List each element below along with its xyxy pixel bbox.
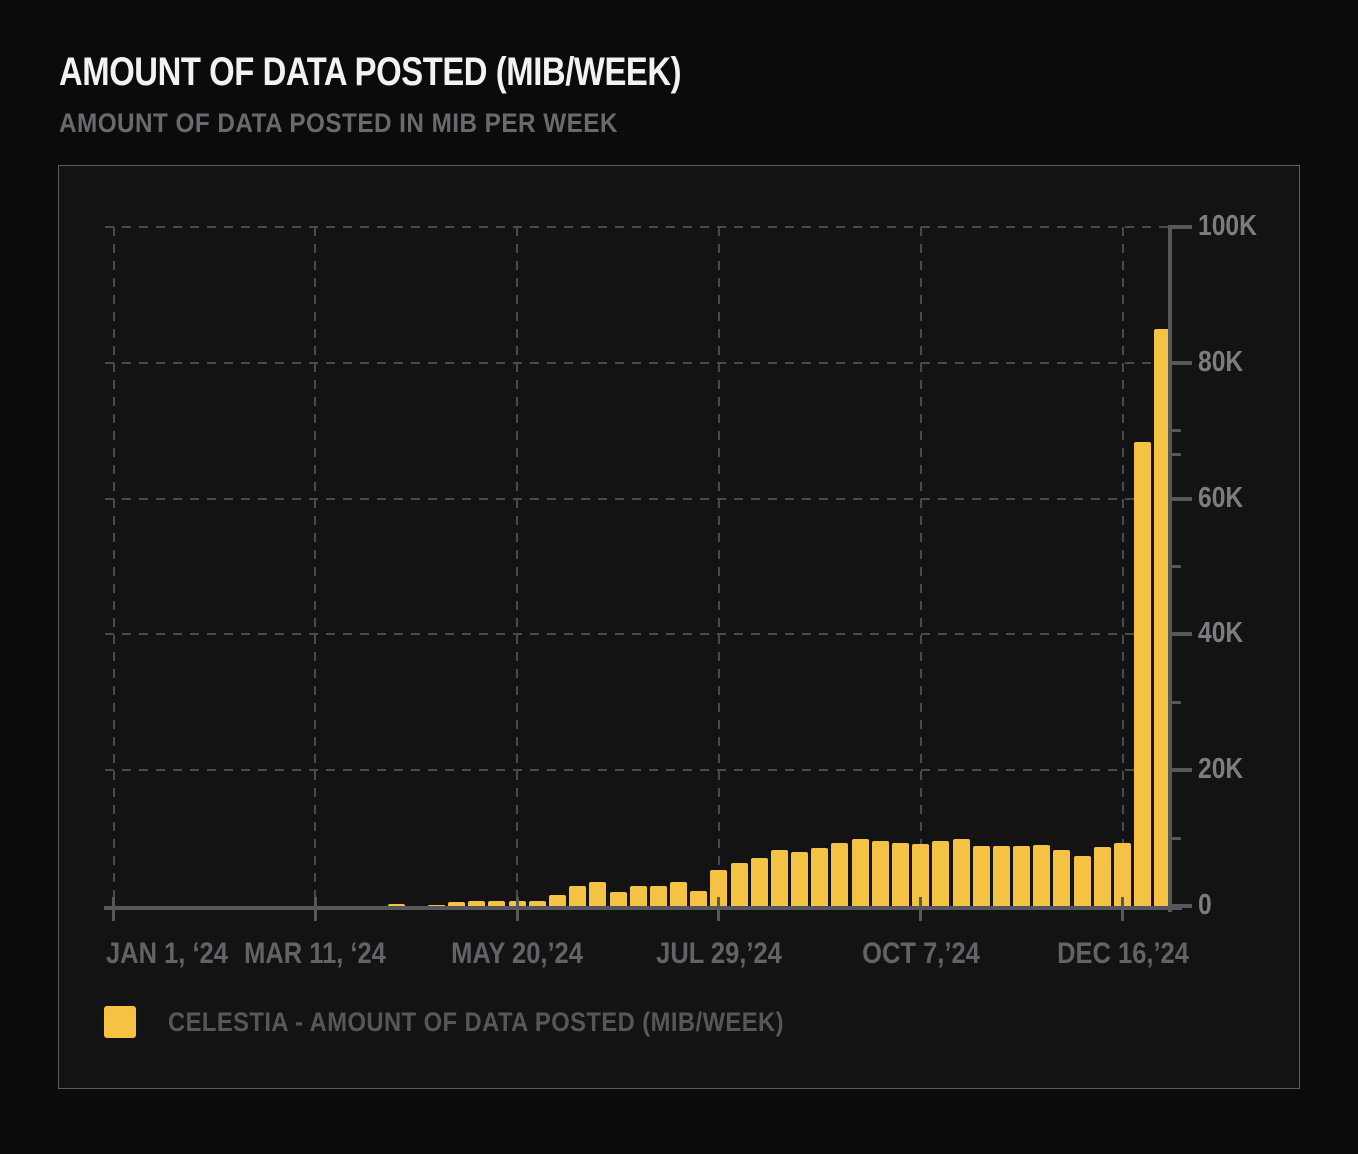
x-tick-label: MAR 11, ‘24 <box>244 937 387 970</box>
y-tick-label: 100K <box>1198 210 1257 242</box>
x-axis-tick <box>515 897 519 921</box>
bar[interactable] <box>1134 442 1152 906</box>
gridline-horizontal <box>105 226 1168 228</box>
gridline-horizontal <box>105 361 1168 364</box>
bar[interactable] <box>992 846 1010 906</box>
gridline-horizontal <box>105 633 1168 636</box>
x-tick-label: JUL 29,’24 <box>656 937 782 970</box>
bar[interactable] <box>589 882 607 906</box>
y-axis-tick <box>1168 768 1192 773</box>
bar[interactable] <box>952 839 970 906</box>
bar[interactable] <box>1013 846 1031 906</box>
x-axis-tick <box>313 897 317 921</box>
y-axis-minor-tick <box>1168 429 1181 433</box>
x-tick-label: DEC 16,’24 <box>1056 937 1189 970</box>
bar[interactable] <box>488 901 506 906</box>
y-tick-label: 0 <box>1198 889 1212 921</box>
gridline-horizontal <box>105 769 1168 772</box>
chart-panel: 0 20K 40K 60K 80K 100K JAN 1, ‘24 MAR 11, ‘24 MA… <box>58 165 1300 1089</box>
bar[interactable] <box>1114 843 1131 906</box>
bar[interactable] <box>649 886 667 906</box>
page-subtitle: AMOUNT OF DATA POSTED IN MIB PER WEEK <box>59 108 618 138</box>
bar-chart-plot: 0 20K 40K 60K 80K 100K JAN 1, ‘24 MAR 11, ‘24 MA… <box>59 166 1299 1088</box>
bar[interactable] <box>851 839 869 906</box>
bar[interactable] <box>932 841 950 906</box>
bar[interactable] <box>427 905 445 906</box>
bar[interactable] <box>448 902 466 906</box>
gridline-vertical <box>516 227 519 906</box>
x-tick-label: JAN 1, ‘24 <box>106 937 228 970</box>
y-axis-tick <box>1168 904 1192 908</box>
x-axis-tick <box>717 897 721 921</box>
bar[interactable] <box>871 841 889 906</box>
x-tick-label: MAY 20,’24 <box>451 937 584 970</box>
legend: CELESTIA - AMOUNT OF DATA POSTED (MIB/WE… <box>104 1006 868 1038</box>
bar[interactable] <box>770 850 788 906</box>
y-tick-label: 20K <box>1198 753 1244 786</box>
y-axis-line <box>1168 225 1172 912</box>
page-title: AMOUNT OF DATA POSTED (MIB/WEEK) <box>59 50 682 94</box>
legend-swatch-icon <box>104 1006 136 1038</box>
y-axis-tick <box>1168 225 1192 229</box>
y-axis-minor-tick <box>1168 565 1181 568</box>
bar[interactable] <box>548 895 566 906</box>
bar[interactable] <box>730 863 748 906</box>
bar[interactable] <box>1053 850 1071 906</box>
bar[interactable] <box>609 892 627 906</box>
bar[interactable] <box>892 843 910 906</box>
gridline-vertical <box>112 227 115 906</box>
y-axis-minor-tick <box>1168 836 1181 840</box>
bar[interactable] <box>1154 329 1172 906</box>
bar[interactable] <box>1093 847 1111 906</box>
y-axis-minor-tick <box>1168 700 1181 704</box>
y-axis-tick <box>1168 496 1192 501</box>
x-tick-label: OCT 7,’24 <box>861 937 980 970</box>
bar[interactable] <box>528 901 546 906</box>
y-tick-label: 80K <box>1198 345 1244 378</box>
bar[interactable] <box>831 843 849 906</box>
y-axis-tick <box>1168 360 1192 365</box>
bar[interactable] <box>1033 845 1051 906</box>
gridline-vertical <box>314 227 317 906</box>
bar[interactable] <box>750 858 768 906</box>
bar[interactable] <box>710 870 728 906</box>
x-axis-line <box>104 906 1182 910</box>
bar[interactable] <box>972 846 990 906</box>
bar[interactable] <box>670 882 688 906</box>
bar[interactable] <box>912 844 930 906</box>
bar[interactable] <box>1073 856 1091 906</box>
bar[interactable] <box>791 852 809 906</box>
bar[interactable] <box>387 904 405 906</box>
x-axis-tick <box>1121 897 1124 921</box>
gridline-horizontal <box>105 497 1168 500</box>
gridline-vertical <box>717 227 720 906</box>
y-axis-minor-tick <box>1168 452 1181 456</box>
gridline-vertical <box>919 227 922 906</box>
gridline-vertical <box>1121 227 1124 906</box>
bar[interactable] <box>690 891 708 906</box>
y-tick-label: 60K <box>1198 481 1244 514</box>
bar[interactable] <box>811 848 829 906</box>
y-tick-label: 40K <box>1198 617 1244 650</box>
x-axis-tick <box>919 897 923 921</box>
bar[interactable] <box>569 886 587 906</box>
bar[interactable] <box>468 901 486 906</box>
bar[interactable] <box>629 886 647 906</box>
legend-label: CELESTIA - AMOUNT OF DATA POSTED (MIB/WE… <box>168 1006 784 1037</box>
x-axis-tick <box>112 897 115 921</box>
y-axis-tick <box>1168 632 1192 637</box>
